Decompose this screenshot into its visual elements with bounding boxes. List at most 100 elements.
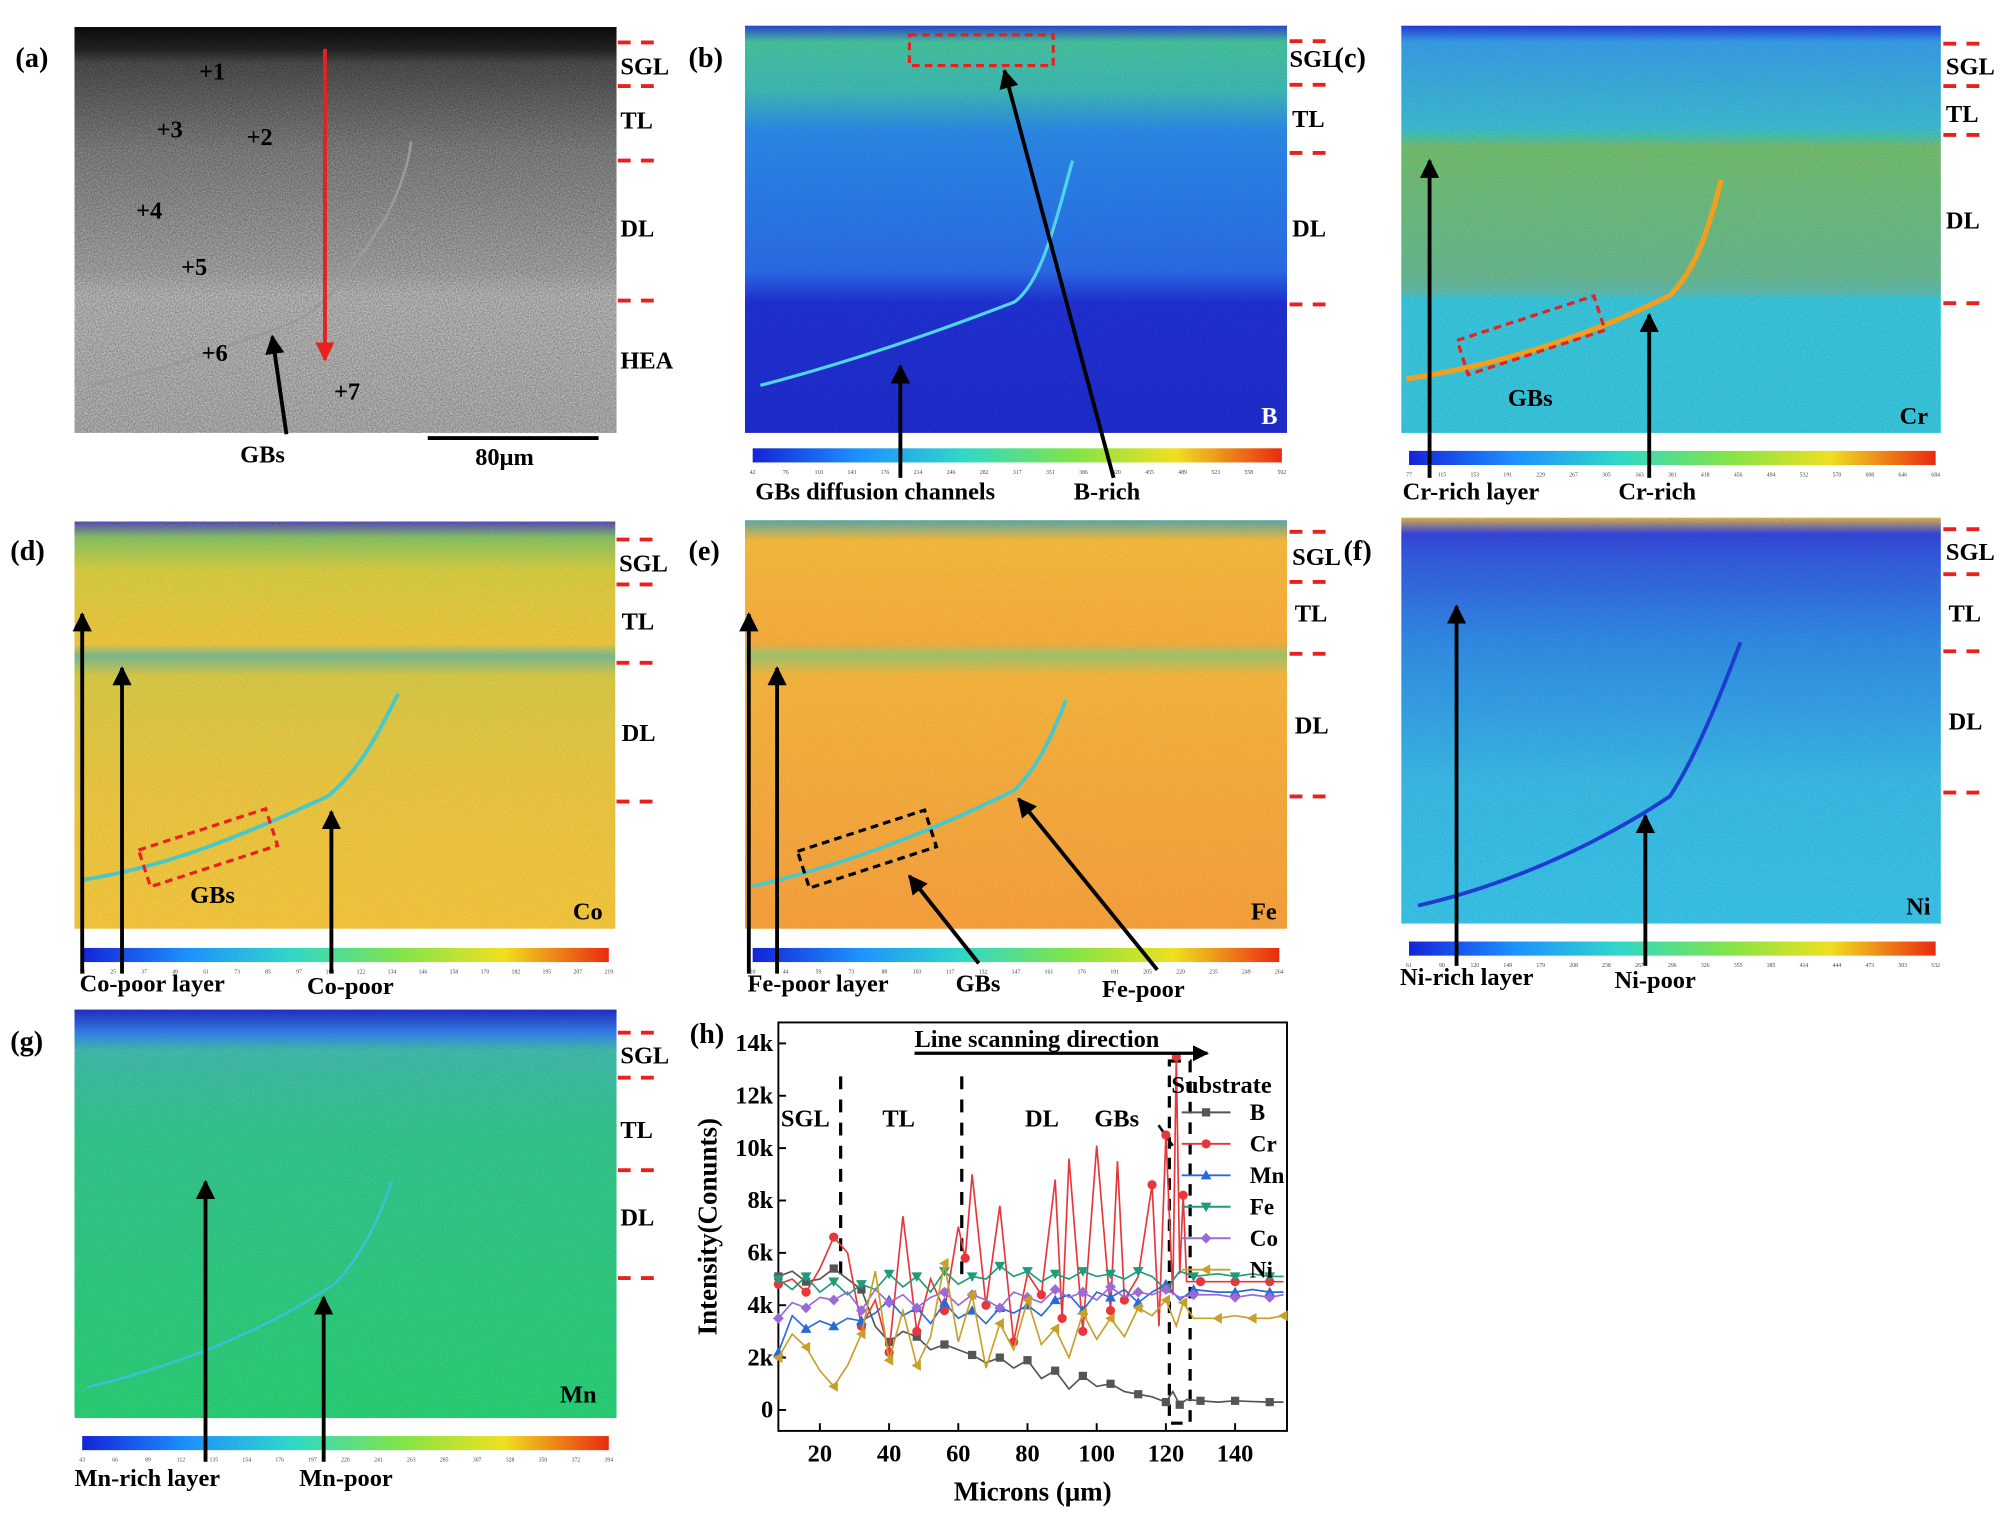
layer-label-tl: TL (622, 608, 655, 635)
colour-scale-tick: 197 (308, 1458, 317, 1464)
data-point-ni (1022, 1294, 1032, 1306)
legend-item-b: B (1181, 1099, 1265, 1125)
data-point-ni (939, 1257, 949, 1269)
b-annotation-channels: GBs diffusion channels (755, 479, 995, 506)
data-point-fe (1264, 1272, 1276, 1282)
data-point-ni (1105, 1312, 1115, 1324)
data-point-b (940, 1340, 949, 1349)
gbs-region-box (1167, 1059, 1192, 1425)
colour-scale-tick: 42 (750, 470, 756, 476)
layer-label-dl: DL (620, 215, 654, 242)
y-tick-label: 12k (735, 1082, 773, 1109)
colour-scale-tick: 61 (203, 970, 209, 976)
y-tick-label: 8k (747, 1187, 773, 1214)
data-point-ni (1077, 1307, 1087, 1319)
colour-scale-tick: 73 (849, 970, 855, 976)
colour-scale-tick: 179 (1536, 963, 1545, 969)
point-5: +5 (181, 254, 207, 281)
colour-scale-tick: 646 (1898, 473, 1907, 479)
region-label-dl: DL (1025, 1105, 1059, 1132)
data-point-ni (1160, 1294, 1171, 1306)
data-point-fe (772, 1274, 784, 1285)
colour-scale-tick: 97 (296, 970, 302, 976)
colour-scale-tick: 176 (275, 1458, 284, 1464)
point-4: +4 (136, 197, 162, 224)
region-label-sgl: SGL (781, 1105, 830, 1132)
data-point-cr (1119, 1295, 1130, 1305)
colour-scale-tick: 88 (881, 970, 887, 976)
co-gb (81, 692, 400, 882)
data-point-b (1161, 1397, 1171, 1407)
ni-colour-scale: 61 90 120 149 179 208 238 267 296 326 355 385 414 444… (1406, 941, 1940, 969)
co-map-texture (74, 521, 616, 929)
colour-scale-tick: 296 (1668, 963, 1677, 969)
colour-scale-tick: 608 (1865, 473, 1874, 479)
colour-scale-tick: 153 (1471, 473, 1480, 479)
colour-scale-tick: 263 (407, 1458, 416, 1464)
point-3: +3 (157, 116, 183, 143)
colour-scale-tick: 44 (783, 970, 789, 976)
gbs-box (795, 808, 939, 891)
data-point-b (968, 1350, 977, 1360)
legend-label: Cr (1250, 1131, 1277, 1157)
colour-scale-tick: 473 (1865, 963, 1874, 969)
element-label-ni: Ni (1906, 894, 1931, 921)
data-point-mn (1105, 1291, 1116, 1302)
gbs-arrow (907, 874, 981, 965)
colour-scale-tick: 307 (473, 1458, 482, 1464)
colour-scale-tick: 455 (1145, 470, 1154, 476)
data-point-b (1023, 1356, 1032, 1365)
colour-scale-tick: 208 (1569, 963, 1578, 969)
colour-scale-tick: 161 (1045, 970, 1054, 976)
b-annotation-rich: B-rich (1074, 479, 1141, 506)
data-point-mn (828, 1320, 840, 1331)
layer-label-hea: HEA (620, 348, 673, 375)
y-tick-label: 0 (761, 1397, 773, 1424)
colour-scale-tick: 49 (172, 970, 178, 976)
chart-legend: B Cr Mn Fe Co Ni (1181, 1099, 1285, 1282)
layer-label-dl: DL (620, 1204, 654, 1231)
colour-scale-tick: 134 (388, 970, 397, 976)
colour-scale-tick: 76 (783, 470, 789, 476)
colour-scale-tick: 355 (1734, 963, 1743, 969)
ni-gb (1417, 641, 1743, 908)
colour-scale-tick: 326 (1701, 963, 1710, 969)
mn-annotation-poor: Mn-poor (299, 1465, 393, 1492)
legend-label: Co (1250, 1225, 1278, 1251)
colour-scale-tick: 246 (947, 470, 956, 476)
x-tick-label: 20 (808, 1441, 832, 1468)
colour-scale-tick: 149 (1503, 963, 1512, 969)
colour-scale-tick: 85 (265, 970, 271, 976)
layer-label-tl: TL (1295, 601, 1328, 628)
data-point-co (1132, 1286, 1144, 1298)
colour-scale-tick: 207 (574, 970, 583, 976)
data-point-ni (1278, 1310, 1288, 1322)
mn-gb (87, 1181, 393, 1389)
element-label-mn: Mn (560, 1382, 597, 1409)
colour-scale-tick: 182 (512, 970, 521, 976)
data-point-cr (939, 1305, 950, 1316)
colour-scale-tick: 350 (539, 1458, 548, 1464)
legend-item-cr: Cr (1181, 1131, 1277, 1157)
legend-item-co: Co (1181, 1225, 1278, 1251)
mn-colour-scale: 43 66 89 112 135 154 176 197 220 241 263 285 307 328 3… (79, 1436, 613, 1464)
legend-marker (1201, 1108, 1211, 1117)
panel-f: (f) Ni 61 90 120 149 179 208 238 267 296 326 355 38… (1344, 517, 1995, 994)
ni-annotation-layer: Ni-rich layer (1400, 964, 1534, 991)
data-point-fe (883, 1269, 895, 1280)
plot-frame (777, 1021, 1288, 1432)
data-point-co (1049, 1284, 1061, 1295)
element-label-b: B (1261, 403, 1277, 430)
data-point-fe (966, 1272, 978, 1282)
data-point-fe (856, 1280, 867, 1290)
data-point-fe (828, 1277, 840, 1288)
colour-scale-tick: 147 (1012, 970, 1021, 976)
colour-scale-tick: 414 (1800, 963, 1809, 969)
layer-label-tl: TL (620, 107, 653, 134)
colour-scale-tick: 489 (1178, 470, 1187, 476)
colour-scale-tick: 684 (1931, 473, 1940, 479)
colour-scale-bar (752, 947, 1280, 963)
colour-scale-tick: 238 (1602, 963, 1611, 969)
data-point-cr (1147, 1180, 1157, 1190)
x-axis-label: Microns (μm) (954, 1476, 1112, 1506)
